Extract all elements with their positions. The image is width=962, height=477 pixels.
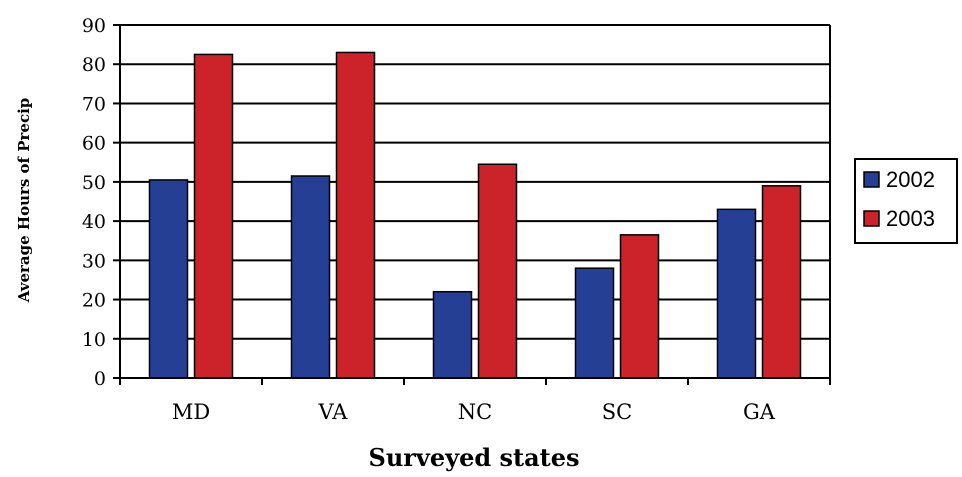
bar-2002-MD (148, 179, 189, 379)
bar-2002-VA (290, 175, 331, 379)
x-tick-label-SC: SC (602, 400, 632, 424)
bar-2002-NC (432, 290, 473, 379)
bar-2003-SC (619, 234, 660, 379)
y-tick-label: 60 (82, 133, 106, 155)
y-tick-label: 80 (82, 54, 106, 76)
bar-2003-GA (761, 185, 802, 379)
y-tick-label: 40 (82, 211, 106, 233)
legend-swatch-2003 (863, 210, 880, 227)
gridlines (120, 24, 830, 340)
legend-swatch-2002 (863, 171, 880, 188)
bar-2003-MD (193, 53, 234, 379)
y-tick-label: 10 (82, 329, 106, 351)
bars (148, 51, 802, 379)
x-tick-label-MD: MD (172, 400, 210, 424)
bar-2002-GA (716, 208, 757, 379)
x-tick-label-GA: GA (743, 400, 776, 424)
axes (113, 24, 831, 385)
x-tick-labels: MD VA NC SC GA (172, 400, 776, 424)
y-tick-label: 90 (82, 15, 106, 37)
bar-2003-NC (477, 163, 518, 379)
y-tick-label: 70 (82, 93, 106, 115)
y-axis-title: Average Hours of Precip (15, 98, 33, 304)
x-tick-label-VA: VA (318, 400, 349, 424)
legend-label-2003: 2003 (886, 206, 935, 231)
legend-label-2002: 2002 (886, 167, 935, 192)
y-tick-label: 0 (94, 368, 106, 390)
y-tick-label: 20 (82, 290, 106, 312)
y-tick-label: 30 (82, 250, 106, 272)
y-tick-label: 50 (82, 172, 106, 194)
legend: 2002 2003 (854, 158, 958, 244)
bar-2003-VA (335, 51, 376, 379)
x-tick-label-NC: NC (458, 400, 492, 424)
bar-2002-SC (574, 267, 615, 379)
x-axis-title: Surveyed states (368, 443, 579, 472)
y-tick-labels: 0 10 20 30 40 50 60 70 80 90 (82, 15, 106, 390)
